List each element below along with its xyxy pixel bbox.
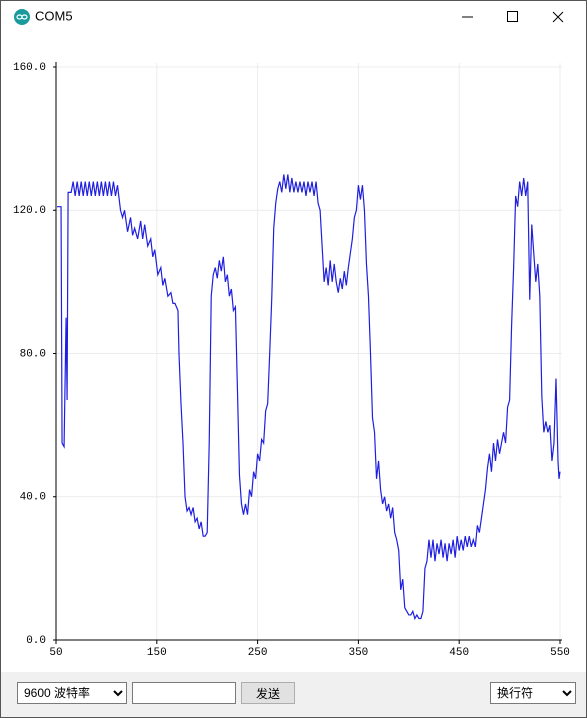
x-tick-label: 250	[248, 647, 268, 659]
send-button[interactable]: 发送	[241, 682, 295, 704]
y-tick-label: 0.0	[26, 635, 46, 647]
maximize-button[interactable]	[507, 11, 518, 22]
plot: 0.0 40.0 80.0 120.0 160.0 50 150 250 350 450 550	[13, 62, 570, 659]
line-ending-select[interactable]: 换行符	[490, 682, 576, 704]
app-icon-mark	[21, 14, 28, 20]
x-tick-label: 550	[550, 647, 570, 659]
x-tick-label: 350	[348, 647, 368, 659]
send-input[interactable]	[132, 682, 236, 704]
close-button[interactable]	[552, 11, 564, 23]
y-tick-label: 120.0	[13, 205, 46, 217]
baud-rate-select[interactable]: 9600 波特率	[17, 682, 127, 704]
y-tick-label: 40.0	[20, 492, 46, 504]
x-tick-label: 150	[147, 647, 167, 659]
window-title: COM5	[35, 8, 73, 23]
y-tick-label: 160.0	[13, 62, 46, 74]
y-tick-label: 80.0	[20, 348, 46, 360]
x-tick-label: 450	[449, 647, 469, 659]
x-tick-label: 50	[49, 647, 62, 659]
data-line	[57, 174, 561, 621]
